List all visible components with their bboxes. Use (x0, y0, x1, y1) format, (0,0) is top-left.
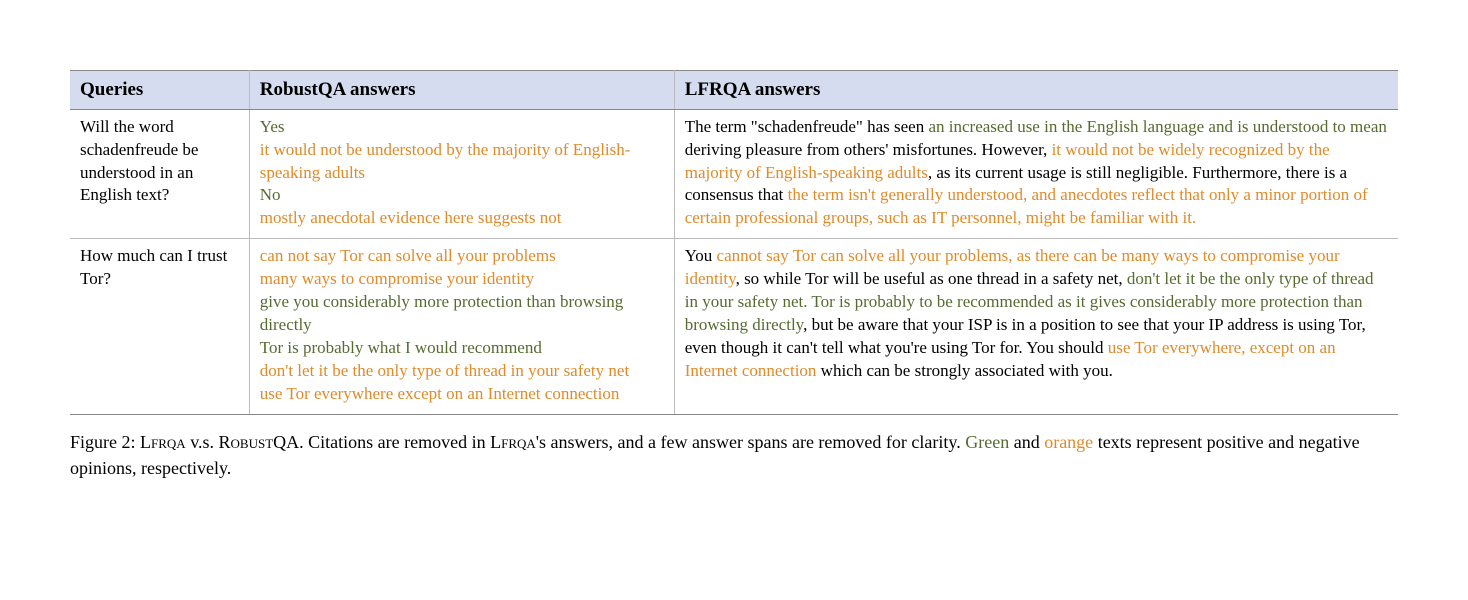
cell-lfrqa: You cannot say Tor can solve all your pr… (674, 239, 1398, 415)
cell-robustqa-seg: No (260, 185, 281, 204)
cell-robustqa-seg: Tor is probably what I would recommend (260, 338, 542, 357)
cell-query: Will the word schadenfreude be understoo… (70, 109, 249, 239)
col-header-robustqa: RobustQA answers (249, 71, 674, 110)
cell-lfrqa-seg: You (685, 246, 717, 265)
caption-text-2: 's answers, and a few answer spans are r… (536, 432, 965, 452)
cell-robustqa: can not say Tor can solve all your probl… (249, 239, 674, 415)
caption-robustqa: RobustQA (219, 432, 300, 452)
comparison-table: Queries RobustQA answers LFRQA answers W… (70, 70, 1398, 415)
caption-lfrqa-b: Lfrqa (490, 432, 536, 452)
cell-lfrqa-seg: the term isn't generally understood, and… (685, 185, 1368, 227)
cell-robustqa-seg: don't let it be the only type of thread … (260, 361, 629, 380)
cell-robustqa-seg: can not say Tor can solve all your probl… (260, 246, 556, 265)
cell-robustqa-seg: give you considerably more protection th… (260, 292, 624, 334)
figure-label: Figure 2: (70, 432, 140, 452)
cell-robustqa-seg: use Tor everywhere except on an Internet… (260, 384, 620, 403)
table-row: Will the word schadenfreude be understoo… (70, 109, 1398, 239)
caption-text-1: . Citations are removed in (299, 432, 490, 452)
caption-and: and (1009, 432, 1044, 452)
cell-lfrqa-seg: which can be strongly associated with yo… (816, 361, 1113, 380)
cell-lfrqa-seg: deriving pleasure from others' misfortun… (685, 140, 1052, 159)
cell-robustqa-seg: mostly anecdotal evidence here suggests … (260, 208, 562, 227)
figure-caption: Figure 2: Lfrqa v.s. RobustQA. Citations… (70, 429, 1398, 481)
cell-lfrqa-seg: , so while Tor will be useful as one thr… (736, 269, 1127, 288)
cell-robustqa-seg: many ways to compromise your identity (260, 269, 534, 288)
cell-robustqa: Yes it would not be understood by the maj… (249, 109, 674, 239)
cell-robustqa-seg: Yes (260, 117, 285, 136)
table-row: How much can I trust Tor? can not say Tor… (70, 239, 1398, 415)
cell-lfrqa: The term "schadenfreude" has seen an inc… (674, 109, 1398, 239)
caption-orange-word: orange (1044, 432, 1093, 452)
col-header-queries: Queries (70, 71, 249, 110)
table-body: Will the word schadenfreude be understoo… (70, 109, 1398, 414)
cell-lfrqa-seg: The term "schadenfreude" has seen (685, 117, 929, 136)
cell-lfrqa-seg: an increased use in the English language… (928, 117, 1386, 136)
col-header-lfrqa: LFRQA answers (674, 71, 1398, 110)
caption-green-word: Green (965, 432, 1009, 452)
cell-query: How much can I trust Tor? (70, 239, 249, 415)
table-header: Queries RobustQA answers LFRQA answers (70, 71, 1398, 110)
caption-vs: v.s. (186, 432, 219, 452)
caption-lfrqa-a: Lfrqa (140, 432, 186, 452)
cell-robustqa-seg: it would not be understood by the majori… (260, 140, 631, 182)
